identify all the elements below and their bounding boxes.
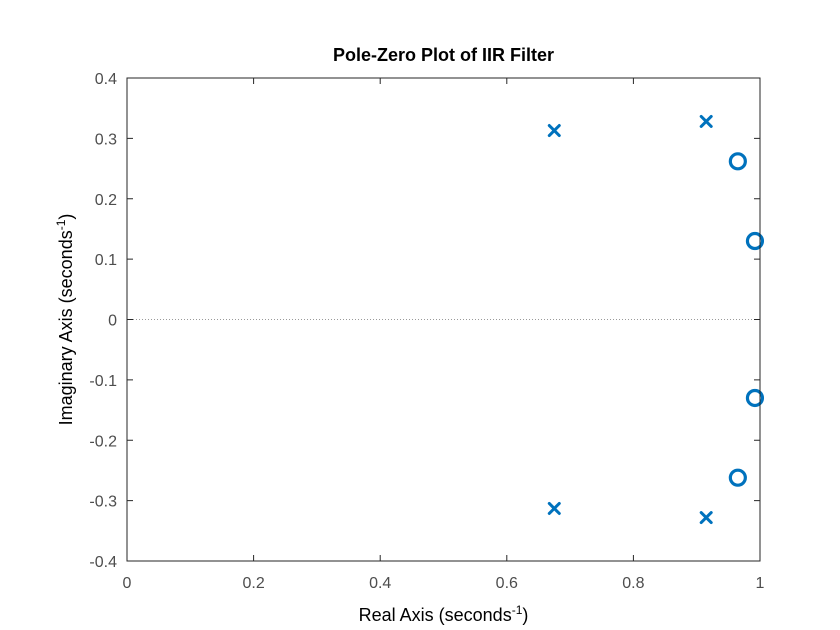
x-tick-label: 0.6 — [496, 575, 518, 592]
zero-marker — [728, 468, 747, 487]
y-tick-label: 0.3 — [95, 131, 117, 148]
y-tick-label: 0.2 — [95, 192, 117, 209]
zero-marker — [745, 231, 765, 251]
pole-marker — [547, 501, 561, 515]
plot-area — [127, 78, 760, 561]
x-tick-label: 1 — [756, 575, 765, 592]
pole-marker — [699, 114, 713, 128]
x-tick-label: 0 — [123, 575, 132, 592]
y-tick-label: -0.2 — [89, 433, 117, 450]
x-axis-label: Real Axis (seconds-1) — [359, 603, 529, 625]
zero-marker — [728, 152, 747, 171]
y-axis-label-text: Imaginary Axis (seconds — [56, 230, 76, 425]
x-tick-label: 0.8 — [622, 575, 644, 592]
axis-ticks: 0 0.2 0.4 0.6 0.8 1 -0.4 -0.3 -0.2 -0.1 0 0.1 0.2 0.3… — [89, 71, 764, 592]
markers-layer — [547, 114, 765, 525]
y-axis-label-sup: -1 — [54, 219, 68, 230]
x-axis-label-sup: -1 — [512, 603, 523, 617]
plot-border — [126, 77, 761, 562]
x-tick-label: 0.4 — [369, 575, 391, 592]
y-tick-label: 0 — [108, 313, 117, 330]
y-tick-label: -0.3 — [89, 494, 117, 511]
zero-marker — [745, 388, 765, 408]
y-tick-label: -0.4 — [89, 554, 117, 571]
y-axis-label-suffix: ) — [56, 214, 76, 220]
y-tick-label: 0.1 — [95, 252, 117, 269]
x-tick-label: 0.2 — [242, 575, 264, 592]
pole-marker — [547, 124, 561, 138]
x-axis-label-text: Real Axis (seconds — [359, 605, 512, 625]
x-axis-label-suffix: ) — [522, 605, 528, 625]
y-axis-label: Imaginary Axis (seconds-1) — [54, 214, 76, 426]
y-tick-label: 0.4 — [95, 71, 117, 88]
pole-marker — [699, 511, 713, 525]
y-tick-label: -0.1 — [89, 373, 117, 390]
chart-title: Pole-Zero Plot of IIR Filter — [333, 45, 554, 65]
